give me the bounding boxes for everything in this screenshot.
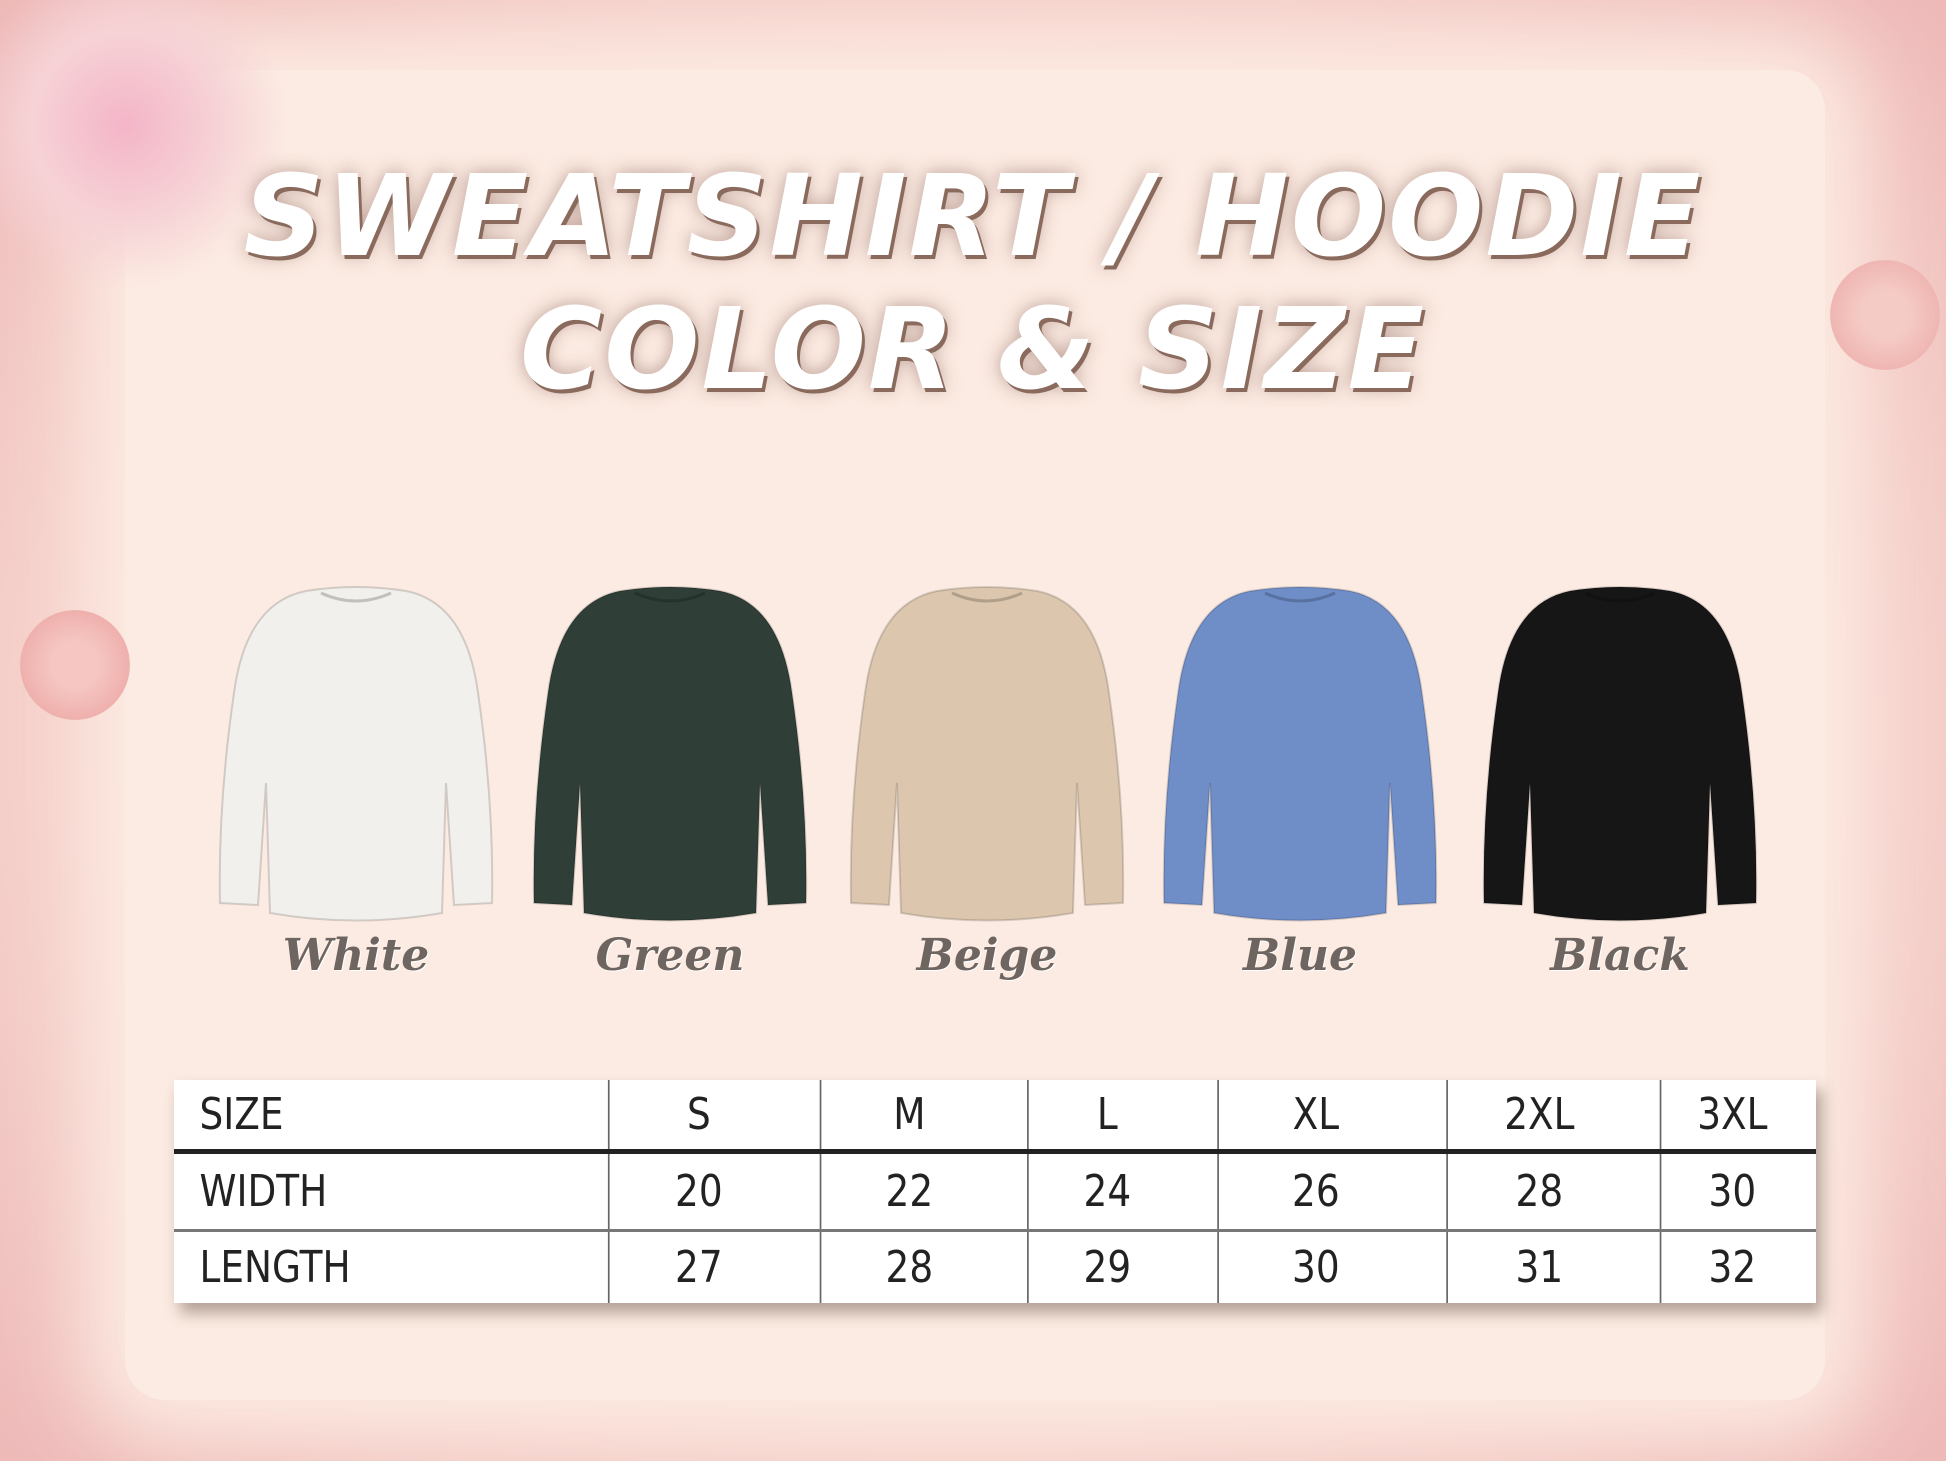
table-cell: 28	[819, 1232, 998, 1303]
table-cell: 31	[1446, 1232, 1630, 1303]
row-label: SIZE	[199, 1089, 284, 1140]
button-decoration	[20, 610, 130, 720]
color-label-green: Green	[595, 930, 745, 981]
table-cell: 22	[819, 1154, 998, 1229]
table-cell: 3XL	[1659, 1080, 1804, 1149]
size-table: SIZE S M L XL 2XL 3XL WIDTH 20 22 24 26 28 30 LENGTH 27…	[174, 1080, 1816, 1303]
table-cell: 29	[1027, 1232, 1186, 1303]
color-label-black: Black	[1550, 930, 1690, 981]
color-label-beige: Beige	[916, 930, 1058, 981]
table-cell: 30	[1217, 1232, 1413, 1303]
title-line-1: SWEATSHIRT / HOODIE	[243, 152, 1703, 282]
table-cell: 2XL	[1446, 1080, 1630, 1149]
table-cell: 24	[1027, 1154, 1186, 1229]
table-cell: 30	[1659, 1154, 1804, 1229]
table-cell: M	[819, 1080, 998, 1149]
table-cell: 32	[1659, 1232, 1804, 1303]
table-row-row-width: WIDTH 20 22 24 26 28 30	[174, 1154, 1816, 1232]
sweatshirt-blue	[1160, 583, 1440, 923]
table-row-header: SIZE S M L XL 2XL 3XL	[174, 1080, 1816, 1154]
table-cell: S	[607, 1080, 788, 1149]
sweatshirt-black	[1480, 583, 1760, 923]
color-label-white: White	[282, 930, 430, 981]
table-cell: L	[1027, 1080, 1186, 1149]
row-label: LENGTH	[199, 1242, 351, 1293]
color-label-blue: Blue	[1243, 930, 1357, 981]
row-label: WIDTH	[199, 1166, 328, 1217]
table-cell: 26	[1217, 1154, 1413, 1229]
sweatshirt-green	[530, 583, 810, 923]
flower-decoration	[0, 0, 290, 290]
table-cell: 28	[1446, 1154, 1630, 1229]
table-row-row-length: LENGTH 27 28 29 30 31 32	[174, 1232, 1816, 1303]
table-cell: XL	[1217, 1080, 1413, 1149]
table-cell: 20	[607, 1154, 788, 1229]
sweatshirt-white	[216, 583, 496, 923]
button-decoration	[1830, 260, 1940, 370]
table-cell: 27	[607, 1232, 788, 1303]
title-line-2: COLOR & SIZE	[520, 285, 1426, 415]
sweatshirt-beige	[847, 583, 1127, 923]
